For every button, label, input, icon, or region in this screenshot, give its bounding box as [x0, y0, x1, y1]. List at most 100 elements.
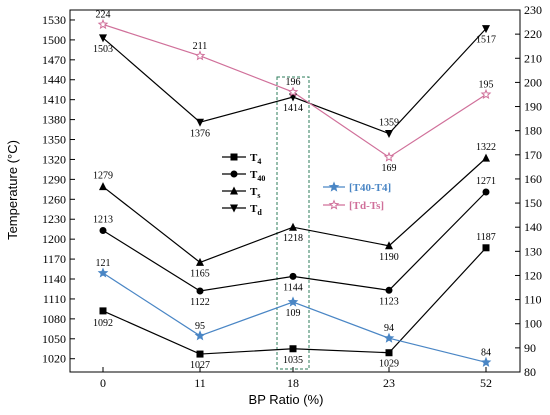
marker-star — [383, 332, 395, 343]
marker-circle — [482, 188, 490, 196]
marker-star — [97, 18, 109, 30]
plot-frame — [69, 9, 521, 373]
legend-label-[T40-T4]: [T40-T4] — [349, 182, 391, 194]
data-label-Ts: 1322 — [476, 142, 496, 153]
y-left-tick-label: 1470 — [42, 53, 66, 67]
data-label-T40: 1213 — [93, 215, 113, 226]
y-right-tick-label: 130 — [524, 244, 542, 258]
marker-star — [383, 151, 395, 162]
y-left-tick-label: 1200 — [42, 232, 66, 246]
data-label-[T40-T4]: 95 — [195, 321, 205, 332]
data-labels: 1092 1027 1035 1029 1187 1213 1122 1144 1123 1271… — [93, 9, 496, 371]
data-label-T40: 1122 — [190, 297, 210, 308]
legend-left: T4 T40 Ts Td — [222, 152, 265, 217]
x-tick-label: 52 — [480, 376, 492, 390]
y-left-tick-label: 1530 — [42, 13, 66, 27]
data-label-[Td-Ts]: 169 — [382, 163, 397, 174]
y-left-tick-label: 1050 — [42, 332, 66, 346]
highlight-box — [276, 76, 310, 370]
marker-square — [482, 244, 490, 252]
data-label-[T40-T4]: 109 — [286, 308, 301, 319]
marker-square — [196, 350, 204, 358]
y-right-tick-label: 200 — [524, 75, 542, 89]
data-label-Td: 1517 — [476, 35, 496, 46]
marker-circle — [196, 287, 204, 295]
y-left-tick-label: 1500 — [42, 33, 66, 47]
y-right-tick-label: 140 — [524, 220, 542, 234]
legend-label-[Td-Ts]: [Td-Ts] — [349, 200, 384, 212]
marker-square — [99, 307, 107, 315]
data-label-[Td-Ts]: 196 — [286, 77, 301, 88]
data-label-Td: 1376 — [190, 128, 210, 139]
y-right-tick-label: 100 — [524, 317, 542, 331]
data-label-T4: 1029 — [379, 359, 399, 370]
data-label-Td: 1414 — [283, 103, 303, 114]
marker-triangle-down — [99, 34, 107, 43]
x-tick-label: 0 — [100, 376, 106, 390]
marker-star — [194, 330, 206, 341]
marker-triangle-down — [482, 25, 490, 34]
y-left-tick-label: 1440 — [42, 73, 66, 87]
axes: 1020105010801110114011701200123012601290… — [42, 3, 542, 390]
marker-triangle-up — [482, 153, 490, 162]
legend-label-T4: T4 — [250, 152, 261, 166]
y-right-tick-label: 170 — [524, 148, 542, 162]
data-label-Td: 1503 — [93, 44, 113, 55]
data-label-T4: 1035 — [283, 355, 303, 366]
marker-square — [385, 349, 393, 357]
y-left-tick-label: 1290 — [42, 172, 66, 186]
y-left-tick-label: 1320 — [42, 152, 66, 166]
y-right-tick-label: 230 — [524, 3, 542, 17]
x-tick-label: 18 — [287, 376, 299, 390]
marker-triangle-up — [385, 241, 393, 250]
y-left-tick-label: 1140 — [42, 272, 66, 286]
marker-triangle-up — [196, 257, 204, 266]
y-left-tick-label: 1230 — [42, 212, 66, 226]
marker-triangle-up — [230, 186, 238, 195]
y-left-tick-label: 1380 — [42, 113, 66, 127]
data-label-T4: 1092 — [93, 318, 113, 329]
y-left-tick-label: 1020 — [42, 352, 66, 366]
marker-star — [97, 267, 109, 278]
x-tick-label: 11 — [194, 376, 206, 390]
marker-star — [287, 296, 299, 307]
data-label-[T40-T4]: 84 — [481, 347, 491, 358]
marker-star — [480, 88, 492, 99]
y-left-tick-label: 1170 — [42, 252, 66, 266]
data-label-T40: 1144 — [283, 282, 303, 293]
marker-star — [328, 181, 340, 192]
data-label-[Td-Ts]: 211 — [193, 41, 208, 52]
legend-label-T40: T40 — [250, 169, 265, 183]
data-label-Ts: 1279 — [93, 171, 113, 182]
y-right-tick-label: 80 — [524, 365, 536, 379]
y-left-tick-label: 1080 — [42, 312, 66, 326]
marker-triangle-down — [196, 118, 204, 127]
y-left-tick-label: 1110 — [43, 292, 66, 306]
marker-circle — [385, 286, 393, 294]
marker-triangle-up — [99, 182, 107, 191]
y-right-tick-label: 220 — [524, 27, 542, 41]
marker-circle — [289, 272, 297, 280]
data-label-Ts: 1165 — [190, 268, 210, 279]
marker-circle — [99, 227, 107, 235]
y-left-tick-label: 1350 — [42, 133, 66, 147]
data-label-[T40-T4]: 94 — [384, 323, 394, 334]
series-markers — [97, 18, 492, 367]
y-right-tick-label: 160 — [524, 172, 542, 186]
data-label-[Td-Ts]: 224 — [96, 9, 111, 20]
data-label-T4: 1027 — [190, 360, 210, 371]
highlight-rect — [276, 76, 310, 370]
marker-triangle-down — [230, 204, 238, 213]
marker-star — [194, 50, 206, 61]
y-left-tick-label: 1410 — [42, 93, 66, 107]
y-right-tick-label: 120 — [524, 268, 542, 282]
marker-triangle-up — [289, 222, 297, 231]
marker-square — [230, 153, 238, 161]
marker-square — [289, 345, 297, 353]
marker-star — [287, 86, 299, 97]
data-label-Td: 1359 — [379, 118, 399, 129]
x-tick-label: 23 — [383, 376, 395, 390]
data-label-T40: 1123 — [379, 296, 399, 307]
